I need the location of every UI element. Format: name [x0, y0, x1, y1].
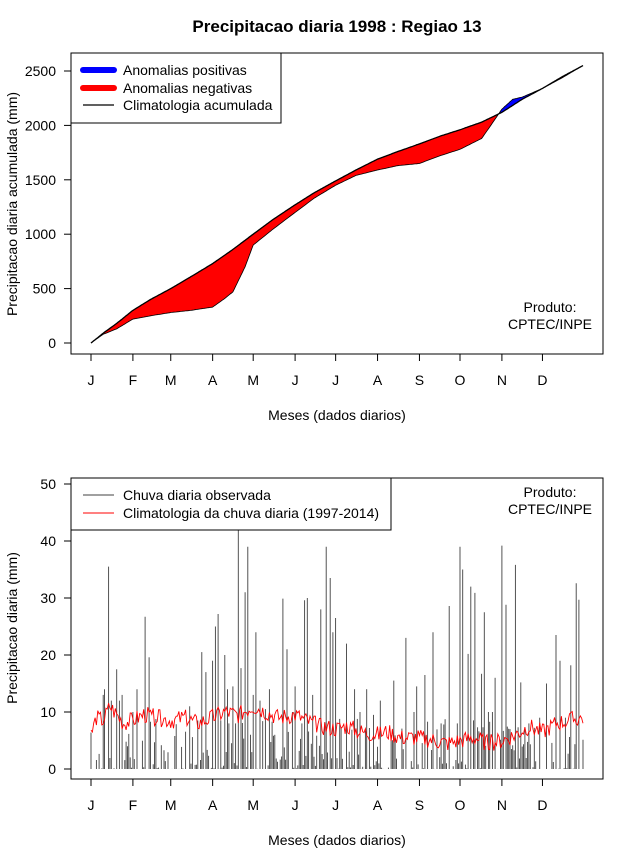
y-tick-label: 0 [48, 335, 56, 351]
chart-title: Precipitacao diaria 1998 : Regiao 13 [192, 17, 481, 36]
x-tick-label: J [292, 372, 299, 388]
x-tick-label: J [332, 372, 339, 388]
x-tick-label: F [129, 372, 138, 388]
x-tick-label: J [88, 372, 95, 388]
y-tick-label: 2500 [25, 63, 56, 79]
bottom-y-axis: 0 10 20 30 40 50 [40, 476, 72, 777]
x-tick-label: M [247, 797, 259, 813]
bottom-y-axis-label: Precipitacao diaria (mm) [4, 552, 20, 704]
top-y-axis: 0 500 1000 1500 2000 2500 [25, 63, 72, 351]
cumulative-lines [90, 65, 584, 344]
y-tick-label: 2000 [25, 117, 56, 133]
bottom-plot-area [70, 477, 604, 780]
y-tick-label: 500 [33, 281, 57, 297]
x-tick-label: J [292, 797, 299, 813]
y-tick-label: 20 [40, 647, 56, 663]
daily-climatology-line [90, 703, 584, 751]
x-tick-label: M [165, 372, 177, 388]
top-product-source: CPTEC/INPE [508, 316, 592, 332]
y-tick-label: 10 [40, 704, 56, 720]
bottom-legend: Chuva diaria observada Climatologia da c… [70, 477, 392, 531]
x-tick-label: M [247, 372, 259, 388]
top-x-axis-label: Meses (dados diarios) [268, 407, 406, 423]
y-tick-label: 0 [48, 761, 56, 777]
x-tick-label: F [129, 797, 138, 813]
observed-cumulative-line [90, 65, 584, 344]
x-tick-label: D [537, 797, 547, 813]
x-tick-label: S [415, 797, 424, 813]
x-tick-label: N [497, 372, 507, 388]
y-tick-label: 1500 [25, 172, 56, 188]
negative-anomaly-area [92, 113, 500, 342]
x-tick-label: N [497, 797, 507, 813]
daily-climatology-line [90, 703, 584, 751]
x-tick-label: D [537, 372, 547, 388]
bottom-product-source: CPTEC/INPE [508, 501, 592, 517]
x-tick-label: A [373, 372, 383, 388]
x-tick-label: J [88, 797, 95, 813]
legend-label-daily-climatology: Climatologia da chuva diaria (1997-2014) [123, 505, 379, 521]
y-tick-label: 30 [40, 590, 56, 606]
top-product-label: Produto: [524, 299, 577, 315]
x-tick-label: O [455, 797, 466, 813]
bottom-legend-box [70, 477, 392, 531]
x-tick-label: S [415, 372, 424, 388]
x-tick-label: A [208, 797, 218, 813]
legend-label-negative: Anomalias negativas [123, 80, 252, 96]
x-tick-label: O [455, 372, 466, 388]
y-tick-label: 40 [40, 533, 56, 549]
climatology-cumulative-line [90, 65, 584, 344]
top-legend: Anomalias positivas Anomalias negativas … [70, 52, 282, 124]
x-tick-label: A [208, 372, 218, 388]
top-y-axis-label: Precipitacao diaria acumulada (mm) [4, 92, 20, 316]
x-tick-label: A [373, 797, 383, 813]
y-tick-label: 1000 [25, 226, 56, 242]
legend-label-climatology: Climatologia acumulada [123, 97, 273, 113]
x-tick-label: M [165, 797, 177, 813]
bottom-product-label: Produto: [524, 484, 577, 500]
legend-label-positive: Anomalias positivas [123, 62, 247, 78]
legend-label-observed: Chuva diaria observada [123, 487, 271, 503]
x-tick-label: J [332, 797, 339, 813]
daily-rain-bars [90, 529, 584, 769]
y-tick-label: 50 [40, 476, 56, 492]
bottom-x-axis-label: Meses (dados diarios) [268, 832, 406, 848]
